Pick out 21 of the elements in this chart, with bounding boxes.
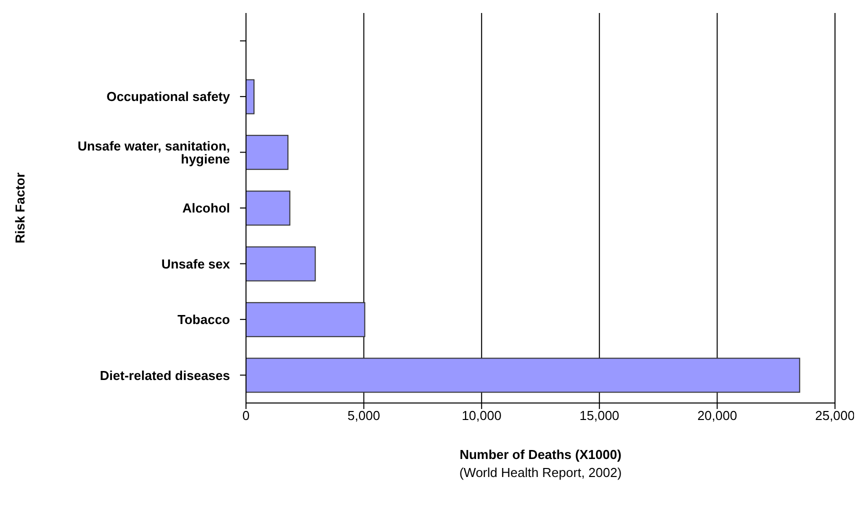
bar bbox=[246, 358, 800, 393]
bar bbox=[246, 134, 288, 170]
x-tick-label: 15,000 bbox=[580, 408, 620, 424]
x-tick-label: 10,000 bbox=[462, 408, 502, 424]
y-tick-label: Diet-related diseases bbox=[100, 368, 230, 383]
y-tick-label: Unsafe water, sanitation, hygiene bbox=[78, 138, 230, 166]
x-axis-title: Number of Deaths (X1000) bbox=[460, 447, 622, 462]
text: (World Health Report, 2002) bbox=[458, 465, 623, 480]
bar bbox=[246, 190, 290, 226]
y-tick-label: Tobacco bbox=[178, 312, 230, 328]
x-tick-label: 0 bbox=[242, 408, 250, 424]
y-axis-title: Risk Factor bbox=[12, 172, 28, 244]
x-tick-label: 20,000 bbox=[697, 408, 738, 424]
x-tick-label: 5,000 bbox=[348, 408, 380, 424]
bar bbox=[246, 79, 255, 114]
y-tick-label: Alcohol bbox=[182, 200, 230, 216]
x-tick-label: 25,000 bbox=[815, 408, 855, 424]
bar bbox=[246, 302, 366, 338]
y-tick-label: Unsafe sex bbox=[161, 256, 231, 272]
bar bbox=[246, 246, 316, 282]
y-tick-label: Occupational safety bbox=[106, 89, 231, 104]
